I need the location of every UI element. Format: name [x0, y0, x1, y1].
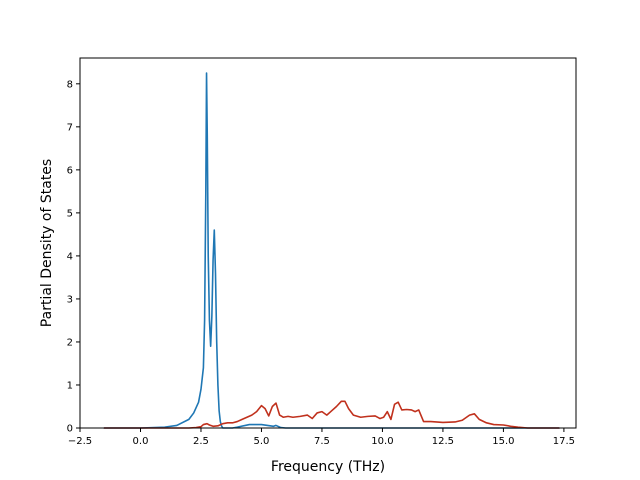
series-line-1 [103, 72, 560, 429]
y-tick-label: 1 [67, 380, 73, 391]
y-axis-label: Partial Density of States [39, 159, 55, 327]
y-tick-label: 2 [67, 337, 73, 348]
plot-background [80, 58, 576, 428]
x-tick-label: 7.5 [314, 436, 330, 447]
y-tick-label: 5 [67, 208, 73, 219]
x-tick-label: 5.0 [254, 436, 270, 447]
x-tick-label: 10.0 [371, 436, 393, 447]
y-tick-label: 7 [67, 122, 73, 133]
x-tick-label: 2.5 [193, 436, 209, 447]
y-tick-label: 0 [67, 424, 73, 435]
plot-frame [79, 57, 577, 429]
x-tick-label: 17.5 [553, 436, 575, 447]
x-axis-label: Frequency (THz) [271, 459, 385, 475]
x-tick-label: −2.5 [68, 436, 92, 447]
y-tick-label: 8 [67, 79, 73, 90]
x-axis-ticks: −2.5 0.0 2.5 5.0 7.5 10.0 12.5 15.0 17.5 [68, 428, 575, 447]
x-tick-label: 12.5 [432, 436, 454, 447]
y-tick-label: 3 [67, 294, 73, 305]
y-tick-label: 6 [67, 165, 73, 176]
x-tick-label: 0.0 [133, 436, 149, 447]
x-tick-label: 15.0 [492, 436, 514, 447]
series-line-2 [103, 400, 560, 429]
y-tick-label: 4 [67, 251, 73, 262]
series-layer [103, 72, 560, 429]
y-axis-ticks: 0 1 2 3 4 5 6 7 8 [67, 79, 80, 435]
